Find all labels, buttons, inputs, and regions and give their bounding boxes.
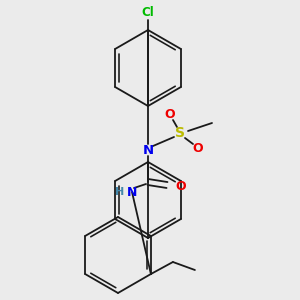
Text: O: O xyxy=(165,109,175,122)
Text: O: O xyxy=(175,181,186,194)
Text: Cl: Cl xyxy=(142,5,154,19)
Text: O: O xyxy=(193,142,203,155)
Text: S: S xyxy=(175,126,185,140)
Text: H: H xyxy=(115,187,124,197)
Text: N: N xyxy=(142,143,154,157)
Text: N: N xyxy=(127,185,137,199)
